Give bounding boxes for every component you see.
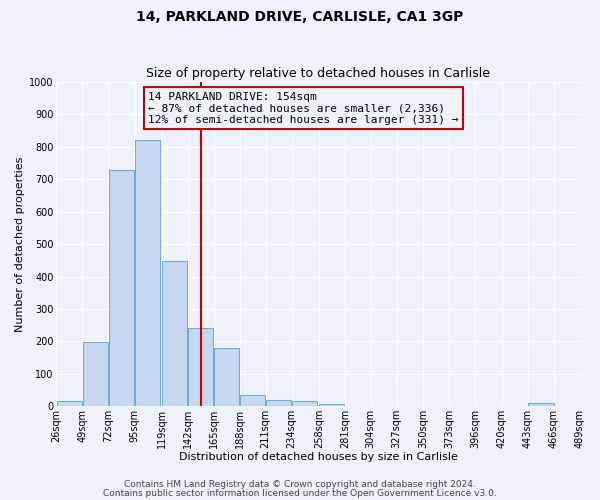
Text: Contains public sector information licensed under the Open Government Licence v3: Contains public sector information licen… xyxy=(103,488,497,498)
Bar xyxy=(57,402,82,406)
Bar xyxy=(83,342,108,406)
Bar xyxy=(319,404,344,406)
Bar xyxy=(292,402,317,406)
Bar xyxy=(266,400,291,406)
Title: Size of property relative to detached houses in Carlisle: Size of property relative to detached ho… xyxy=(146,66,490,80)
Bar xyxy=(109,170,134,406)
Y-axis label: Number of detached properties: Number of detached properties xyxy=(15,156,25,332)
Bar xyxy=(162,262,187,406)
Text: 14 PARKLAND DRIVE: 154sqm
← 87% of detached houses are smaller (2,336)
12% of se: 14 PARKLAND DRIVE: 154sqm ← 87% of detac… xyxy=(148,92,458,125)
Bar xyxy=(240,395,265,406)
Bar xyxy=(214,348,239,406)
Bar xyxy=(135,140,160,406)
Bar xyxy=(529,403,554,406)
Text: 14, PARKLAND DRIVE, CARLISLE, CA1 3GP: 14, PARKLAND DRIVE, CARLISLE, CA1 3GP xyxy=(136,10,464,24)
X-axis label: Distribution of detached houses by size in Carlisle: Distribution of detached houses by size … xyxy=(179,452,458,462)
Bar xyxy=(188,328,213,406)
Text: Contains HM Land Registry data © Crown copyright and database right 2024.: Contains HM Land Registry data © Crown c… xyxy=(124,480,476,489)
